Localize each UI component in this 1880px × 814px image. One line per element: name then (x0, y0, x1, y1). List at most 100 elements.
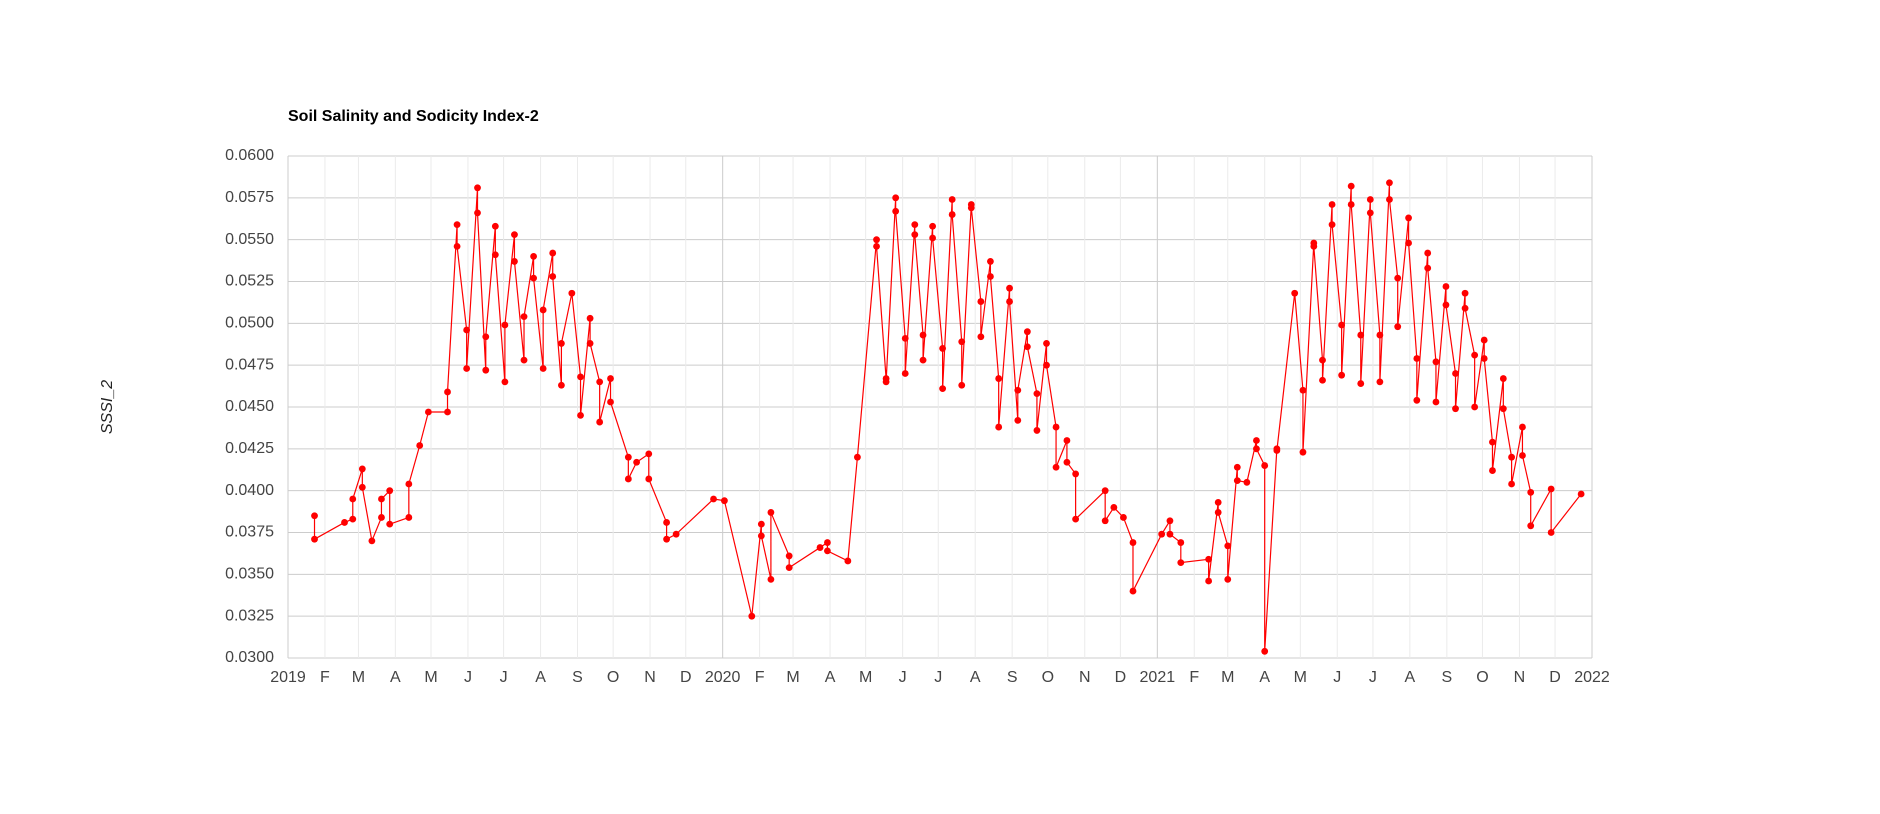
data-point (1023, 343, 1031, 351)
data-point (311, 512, 318, 520)
data-point (491, 251, 499, 259)
data-point (1366, 209, 1374, 217)
data-point (577, 411, 584, 419)
data-point (911, 231, 919, 239)
data-point (378, 495, 385, 503)
data-point (645, 475, 653, 483)
data-point (1177, 539, 1185, 546)
data-point (482, 366, 490, 374)
data-point (1166, 517, 1174, 525)
data-point (901, 334, 909, 342)
x-tick-label: F (1189, 669, 1199, 686)
data-point (463, 326, 471, 334)
x-tick-label: J (934, 669, 942, 686)
data-point (1413, 355, 1421, 362)
data-point (1499, 375, 1507, 382)
data-point (1129, 587, 1137, 595)
data-point (1033, 390, 1041, 398)
data-point (1547, 485, 1555, 493)
data-point (1442, 283, 1450, 290)
data-point (1006, 284, 1013, 292)
data-point (463, 365, 471, 372)
data-point (987, 273, 994, 280)
data-point (549, 249, 557, 257)
data-point (633, 458, 641, 466)
data-point (586, 340, 594, 347)
data-point (1120, 514, 1127, 521)
data-point (511, 231, 518, 239)
data-point (1299, 448, 1307, 456)
y-tick-label: 0.0300 (225, 649, 274, 666)
data-point (341, 519, 348, 526)
y-tick-label: 0.0600 (225, 147, 274, 164)
data-point (1214, 509, 1222, 516)
y-tick-label: 0.0375 (225, 524, 274, 541)
data-point (1527, 488, 1535, 496)
x-tick-label: S (1007, 669, 1018, 686)
data-point (482, 333, 490, 341)
x-tick-label: 2020 (705, 669, 741, 686)
data-point (1243, 478, 1251, 486)
data-point (710, 495, 717, 503)
x-tick-label: F (320, 669, 330, 686)
data-point (596, 378, 604, 386)
data-point (1461, 304, 1469, 312)
data-point (958, 381, 966, 389)
data-point (424, 408, 432, 416)
data-point (977, 333, 985, 341)
data-point (539, 365, 547, 372)
data-point (987, 258, 994, 265)
x-tick-label: D (1549, 669, 1561, 686)
x-tick-label: A (825, 669, 836, 686)
data-point (1376, 331, 1384, 339)
data-point (453, 221, 461, 229)
data-point (1471, 351, 1479, 359)
data-point (558, 381, 565, 389)
data-point (549, 273, 557, 280)
data-point (1357, 331, 1365, 339)
data-point (1347, 201, 1355, 208)
x-tick-label: N (1514, 669, 1526, 686)
data-point (358, 465, 366, 473)
data-point (892, 194, 900, 202)
data-point (919, 356, 927, 364)
data-point (1328, 201, 1336, 208)
data-point (854, 453, 861, 461)
data-point (1508, 453, 1515, 461)
data-point (1519, 423, 1526, 431)
data-point (824, 539, 831, 546)
y-tick-label: 0.0425 (225, 440, 274, 457)
x-tick-label: M (424, 669, 437, 686)
data-point (1205, 555, 1213, 563)
x-tick-label: S (572, 669, 583, 686)
data-point (1432, 398, 1440, 406)
data-point (1452, 370, 1459, 377)
data-point (757, 532, 765, 540)
data-point (1394, 323, 1402, 331)
data-point (1338, 371, 1346, 379)
data-point (1394, 274, 1402, 282)
data-point (1424, 264, 1432, 272)
data-line (313, 182, 1582, 652)
data-point (1547, 529, 1555, 536)
data-point (1319, 356, 1326, 364)
data-point (530, 274, 537, 282)
x-tick-label: M (352, 669, 365, 686)
y-tick-label: 0.0400 (225, 482, 274, 499)
data-point (1261, 462, 1269, 469)
data-point (958, 338, 966, 346)
grid: 0.0300 0.0325 0.0350 0.0375 0.0400 0.0425 0.04… (225, 147, 1610, 686)
data-point (663, 535, 670, 543)
x-tick-label: F (755, 669, 765, 686)
data-point (1101, 487, 1109, 495)
data-point (624, 453, 632, 461)
data-point (386, 520, 394, 528)
x-tick-label: M (786, 669, 799, 686)
data-point (1347, 182, 1355, 190)
data-point (824, 547, 831, 555)
x-tick-label: J (1333, 669, 1341, 686)
data-point (873, 242, 880, 250)
data-point (929, 222, 937, 230)
data-point (1405, 239, 1412, 247)
data-point (577, 373, 584, 381)
